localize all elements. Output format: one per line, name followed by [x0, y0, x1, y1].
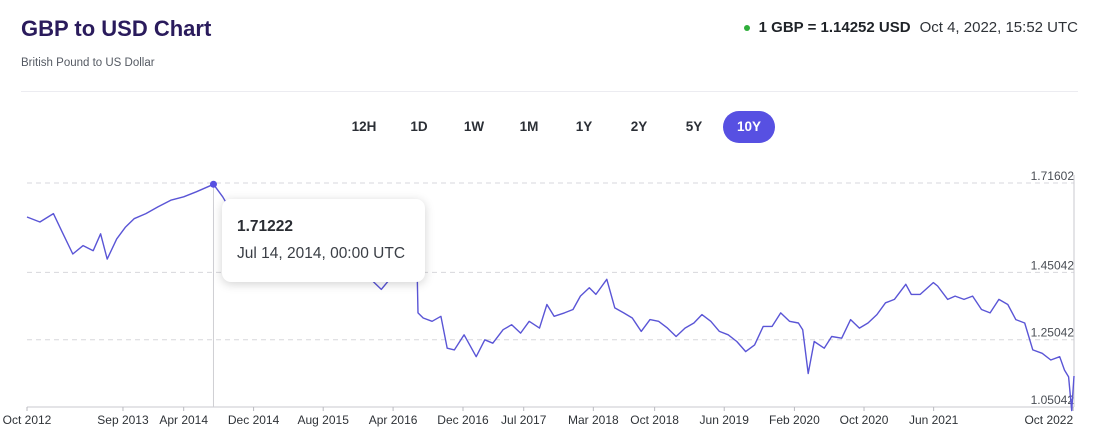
y-tick-label: 1.25042 [1031, 326, 1075, 340]
highlight-point [209, 180, 217, 188]
header-divider [21, 91, 1078, 92]
range-5y-button[interactable]: 5Y [685, 119, 703, 134]
tooltip-value: 1.71222 [237, 218, 294, 235]
page-title: GBP to USD Chart [21, 16, 212, 41]
y-tick-label: 1.45042 [1031, 258, 1075, 272]
x-tick-label: Jun 2019 [700, 413, 750, 427]
x-tick-label: Mar 2018 [568, 413, 619, 427]
series-line [26, 183, 1075, 412]
x-tick-label: Feb 2020 [769, 413, 820, 427]
x-tick-label: Apr 2014 [159, 413, 208, 427]
rate-timestamp: Oct 4, 2022, 15:52 UTC [919, 19, 1078, 36]
range-10y-button[interactable]: 10Y [723, 111, 775, 143]
tooltip-date: Jul 14, 2014, 00:00 UTC [237, 245, 406, 262]
rate-value: 1 GBP = 1.14252 USD [758, 19, 911, 36]
x-tick-label: Sep 2013 [97, 413, 149, 427]
range-1y-button[interactable]: 1Y [575, 119, 593, 134]
range-selector: 12H 1D 1W 1M 1Y 2Y 5Y 10Y [338, 111, 778, 143]
range-1d-button[interactable]: 1D [410, 119, 428, 134]
range-1m-button[interactable]: 1M [519, 119, 539, 134]
x-tick-label: Oct 2018 [630, 413, 679, 427]
range-12h-button[interactable]: 12H [351, 119, 377, 134]
x-tick-label: Apr 2016 [369, 413, 418, 427]
x-tick-label: Oct 2012 [3, 413, 52, 427]
x-tick-label: Oct 2020 [840, 413, 889, 427]
x-tick-label: Aug 2015 [298, 413, 350, 427]
x-tick-label: Dec 2014 [228, 413, 280, 427]
x-tick-label: Dec 2016 [437, 413, 489, 427]
range-1w-button[interactable]: 1W [463, 119, 485, 134]
page-subtitle: British Pound to US Dollar [21, 57, 155, 69]
live-status-icon [743, 24, 750, 31]
x-tick-label: Jul 2017 [501, 413, 547, 427]
chart-tooltip: 1.71222 Jul 14, 2014, 00:00 UTC [222, 199, 425, 282]
range-2y-button[interactable]: 2Y [630, 119, 648, 134]
x-tick-label: Jun 2021 [909, 413, 959, 427]
current-rate: 1 GBP = 1.14252 USD Oct 4, 2022, 15:52 U… [743, 19, 1078, 36]
y-tick-label: 1.05042 [1031, 393, 1075, 407]
x-tick-label: Oct 2022 [1024, 413, 1073, 427]
y-tick-label: 1.71602 [1031, 169, 1075, 183]
